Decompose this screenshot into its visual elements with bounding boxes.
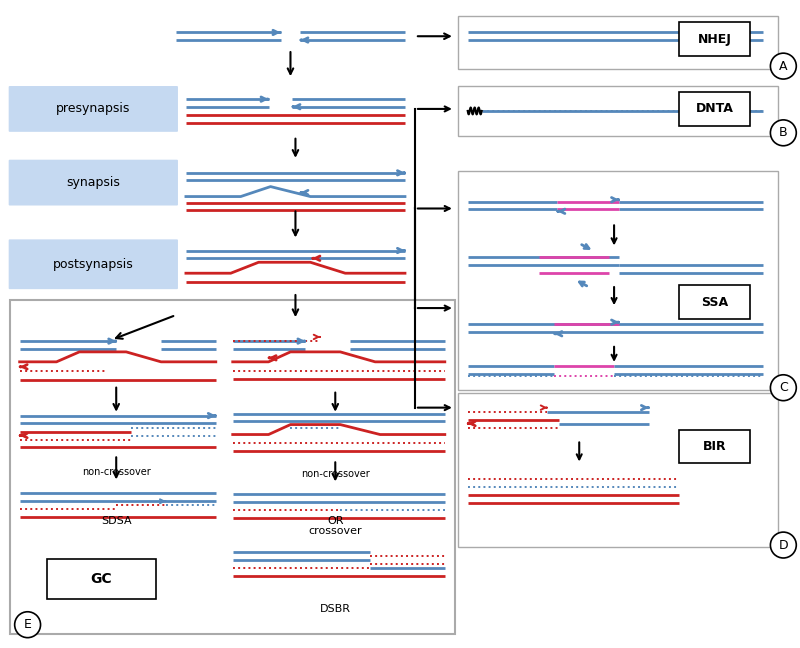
Text: postsynapsis: postsynapsis [53, 258, 134, 271]
Text: crossover: crossover [309, 526, 362, 536]
Circle shape [770, 532, 796, 558]
Text: E: E [24, 618, 31, 631]
Text: DNTA: DNTA [696, 102, 734, 115]
Text: DSBR: DSBR [320, 604, 350, 614]
Text: synapsis: synapsis [66, 176, 120, 189]
Circle shape [770, 375, 796, 400]
Bar [10, 300, 454, 634]
Circle shape [14, 612, 41, 638]
Bar [46, 559, 156, 599]
Text: non-crossover: non-crossover [301, 469, 370, 480]
FancyBboxPatch shape [9, 159, 178, 205]
Bar [458, 16, 778, 69]
FancyBboxPatch shape [9, 239, 178, 289]
Bar [678, 22, 750, 56]
Text: A: A [779, 60, 787, 73]
Text: D: D [778, 538, 788, 551]
Circle shape [770, 120, 796, 146]
Text: SSA: SSA [701, 295, 728, 308]
Bar [458, 393, 778, 547]
FancyBboxPatch shape [9, 86, 178, 132]
Text: non-crossover: non-crossover [82, 467, 150, 478]
Text: B: B [779, 126, 788, 139]
Text: presynapsis: presynapsis [56, 102, 130, 115]
Text: OR: OR [327, 516, 343, 526]
Text: BIR: BIR [703, 440, 726, 453]
Bar [678, 285, 750, 319]
Circle shape [770, 53, 796, 79]
Bar [678, 430, 750, 463]
Bar [458, 170, 778, 389]
Bar [678, 92, 750, 126]
Text: NHEJ: NHEJ [698, 33, 731, 46]
Text: SDSA: SDSA [101, 516, 131, 526]
Text: GC: GC [90, 572, 112, 586]
Bar [458, 86, 778, 136]
Text: C: C [779, 381, 788, 394]
